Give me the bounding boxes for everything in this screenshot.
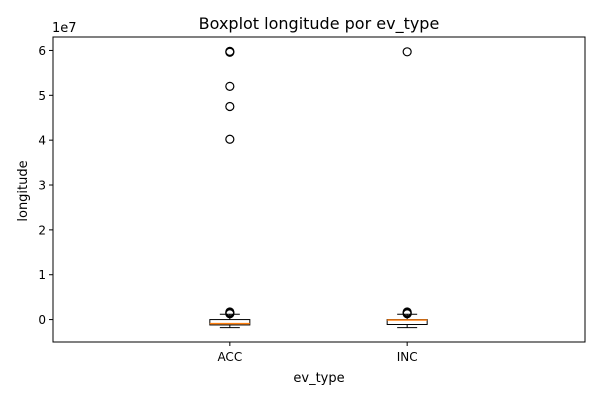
- flier-inc: [402, 307, 412, 317]
- plot-area: 0 1 2 3 4 5 6 ACC INC: [38, 36, 586, 364]
- x-axis-label: ev_type: [293, 371, 344, 386]
- flier-acc: [225, 46, 235, 56]
- flier-acc: [225, 134, 235, 144]
- flier-acc: [225, 81, 235, 91]
- flier-acc: [225, 307, 235, 317]
- x-tick-label: INC: [397, 350, 418, 364]
- y-tick-label: 0: [38, 313, 46, 327]
- y-tick-label: 5: [38, 89, 46, 103]
- y-tick-label: 3: [38, 179, 46, 193]
- plot-frame: [52, 36, 586, 343]
- y-axis-label: longitude: [16, 160, 31, 221]
- y-axis-scale-label: 1e7: [52, 21, 77, 36]
- y-tick-label: 2: [38, 223, 46, 237]
- y-tick-label: 1: [38, 268, 46, 282]
- x-tick-label: ACC: [217, 350, 242, 364]
- flier-acc: [225, 101, 235, 112]
- chart-title: Boxplot longitude por ev_type: [199, 14, 440, 34]
- box-acc: [209, 319, 251, 326]
- y-tick-label: 6: [38, 44, 46, 58]
- y-tick-label: 4: [38, 134, 46, 148]
- flier-inc: [402, 47, 412, 57]
